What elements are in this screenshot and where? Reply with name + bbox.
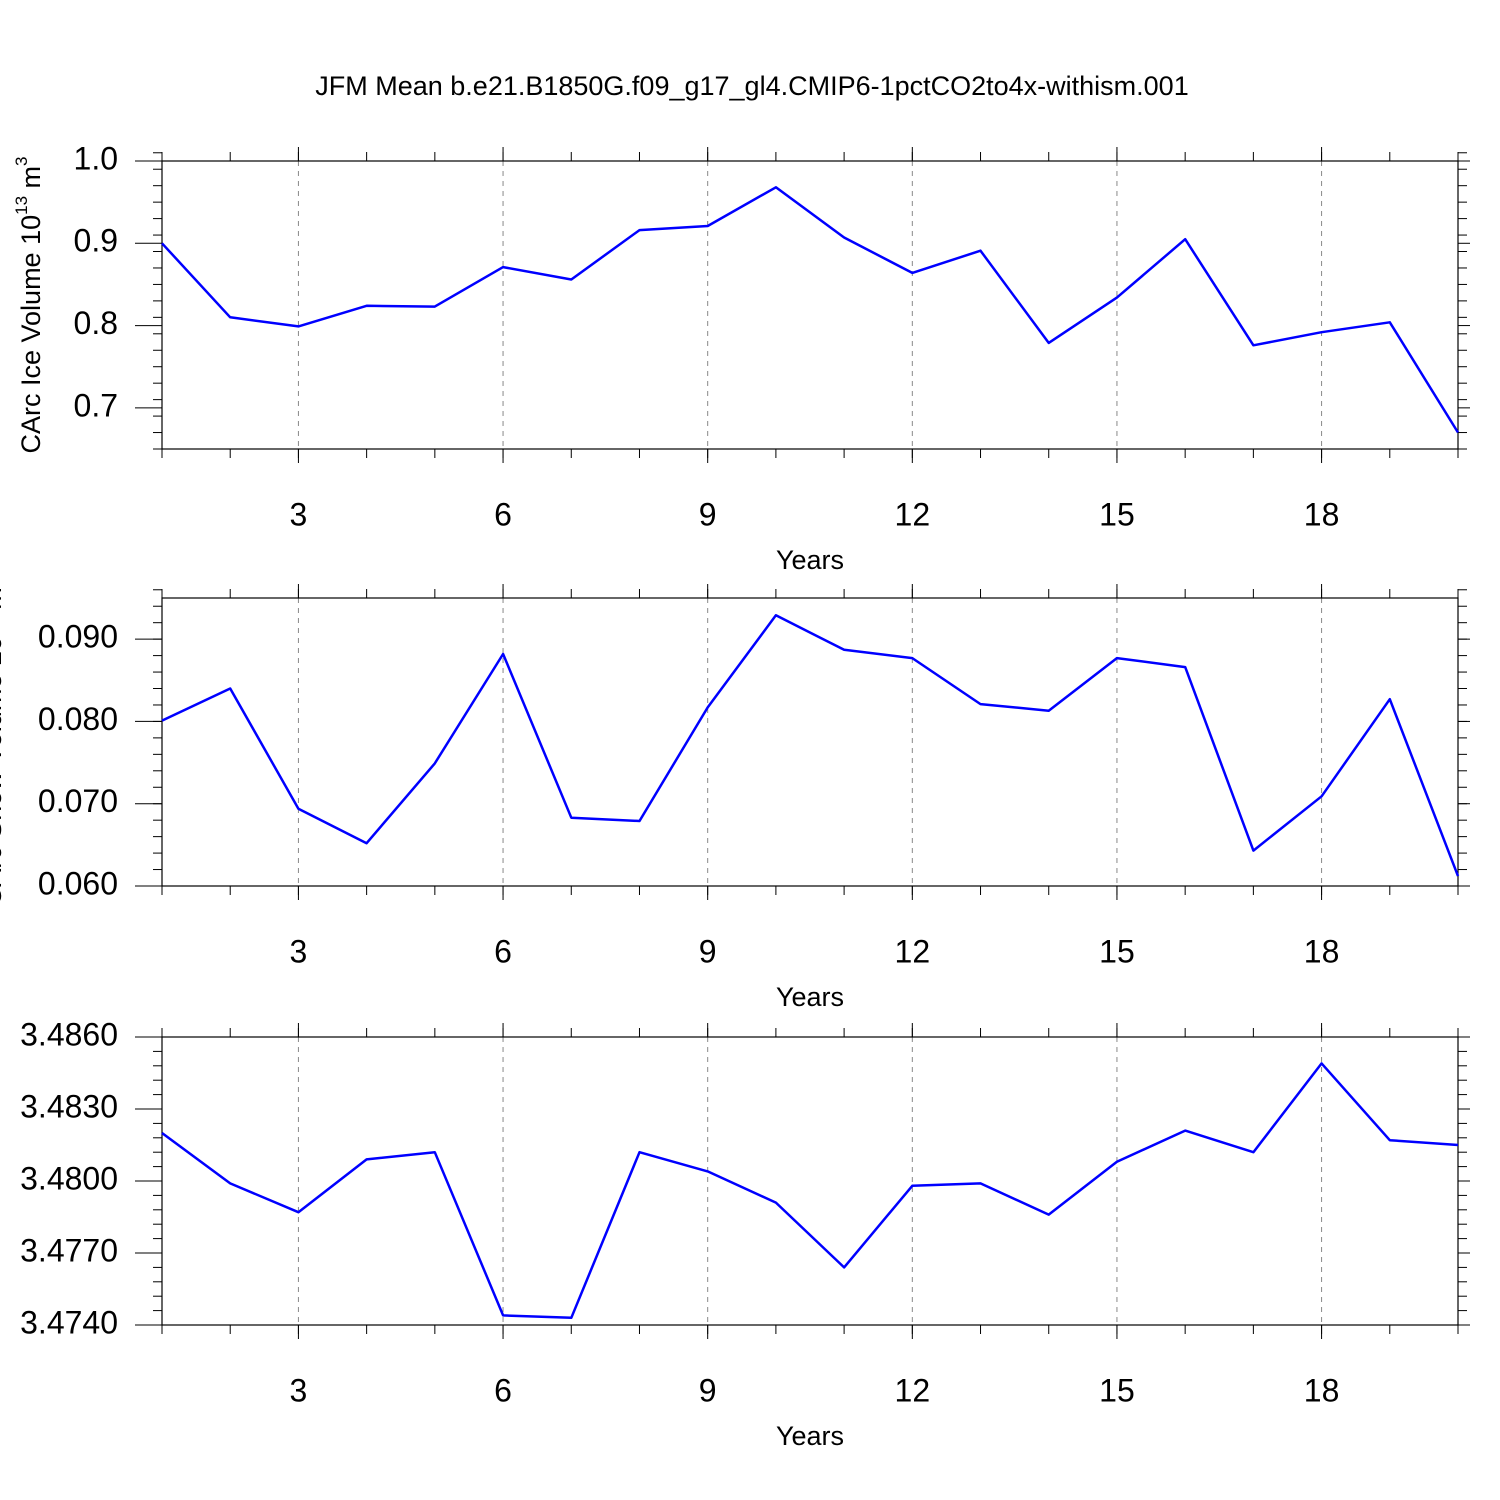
x-tick-label: 12 [895,933,931,969]
y-tick-label: 0.080 [38,701,118,737]
data-line [161,186,1460,434]
y-tick-label: 0.9 [74,223,118,259]
y-tick-label: 3.4860 [20,1016,118,1052]
y-tick-label: 3.4830 [20,1088,118,1124]
x-tick-label: 3 [290,496,308,532]
y-axis-label-part: CArc Snow Volume 10 [0,636,7,906]
x-tick-label: 6 [494,496,512,532]
x-tick-label: 18 [1304,933,1340,969]
chart-title: JFM Mean b.e21.B1850G.f09_g17_gl4.CMIP6-… [315,71,1188,101]
y-axis-label: CArc Snow Volume 1013 m3 [0,578,7,907]
y-axis-label-part: m [0,587,7,617]
y-axis-label-part: 3 [12,156,31,165]
y-tick-label: 3.4800 [20,1160,118,1196]
plot-frame [161,160,1459,450]
y-tick-label: 0.060 [38,865,118,901]
data-line [161,614,1460,877]
x-tick-label: 15 [1099,933,1135,969]
y-tick-label: 1.0 [74,140,118,176]
y-tick-label: 0.8 [74,305,118,341]
y-tick-label: 0.090 [38,619,118,655]
x-tick-label: 18 [1304,496,1340,532]
y-tick-label: 3.4740 [20,1304,118,1340]
x-tick-label: 15 [1099,1372,1135,1408]
x-tick-label: 9 [699,1372,717,1408]
x-tick-label: 9 [699,496,717,532]
x-tick-label: 12 [895,1372,931,1408]
x-tick-label: 15 [1099,496,1135,532]
plot-frame [161,1036,1459,1326]
data-line [161,1062,1459,1320]
y-axis-label-part: 13 [12,196,31,215]
x-tick-label: 6 [494,933,512,969]
y-tick-label: 3.4770 [20,1232,118,1268]
x-tick-label: 18 [1304,1372,1340,1408]
y-axis-label-part: m [16,166,46,196]
y-axis-label-part: CArc Ice Volume 10 [16,215,46,454]
x-tick-label: 3 [290,933,308,969]
plot-frame [161,597,1459,887]
x-axis-label: Years [776,1421,844,1451]
x-tick-label: 6 [494,1372,512,1408]
x-axis-label: Years [776,982,844,1012]
x-tick-label: 3 [290,1372,308,1408]
y-axis-label: CArc Ice Volume 1013 m3 [12,156,46,453]
x-tick-label: 9 [699,933,717,969]
x-axis-label: Years [776,545,844,575]
y-tick-label: 0.7 [74,387,118,423]
x-tick-label: 12 [895,496,931,532]
y-tick-label: 0.070 [38,783,118,819]
